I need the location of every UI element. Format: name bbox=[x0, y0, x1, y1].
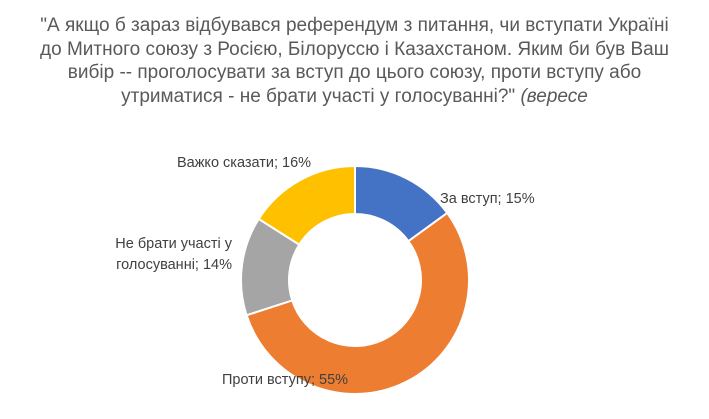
slice-vazhko-skazaty bbox=[257, 164, 356, 247]
title-line-4: утриматися - не брати участі у голосуван… bbox=[0, 85, 709, 109]
title-line-4-main: утриматися - не брати участі у голосуван… bbox=[121, 85, 516, 107]
slice-vazhko-skazaty-label: Важко сказати; 16% bbox=[177, 155, 311, 171]
title-line-2: до Митного союзу з Росією, Білоруссю і К… bbox=[40, 38, 669, 60]
title-line-3: вибір -- проголосувати за вступ до цього… bbox=[67, 62, 642, 83]
chart-title: "А якщо б зараз відбувався референдум з … bbox=[0, 14, 709, 108]
slice-za-vstup-label: За вступ; 15% bbox=[440, 191, 535, 207]
slice-proty-vstupu bbox=[245, 211, 470, 395]
slice-ne-braty-uchasti-label: Не брати участі у голосуванні; 14% bbox=[115, 236, 232, 273]
title-line-1: "А якщо б зараз відбувався референдум з … bbox=[40, 15, 669, 36]
title-line-4-italic: (вересе bbox=[520, 85, 588, 107]
slice-proty-vstupu-label: Проти вступу; 55% bbox=[222, 372, 348, 388]
